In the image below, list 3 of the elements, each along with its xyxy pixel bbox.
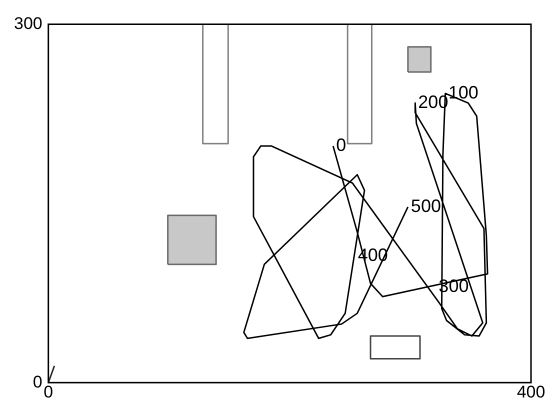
annotation: 500 bbox=[410, 196, 441, 216]
annotation: 100 bbox=[448, 82, 478, 102]
annotation: 0 bbox=[336, 135, 346, 156]
